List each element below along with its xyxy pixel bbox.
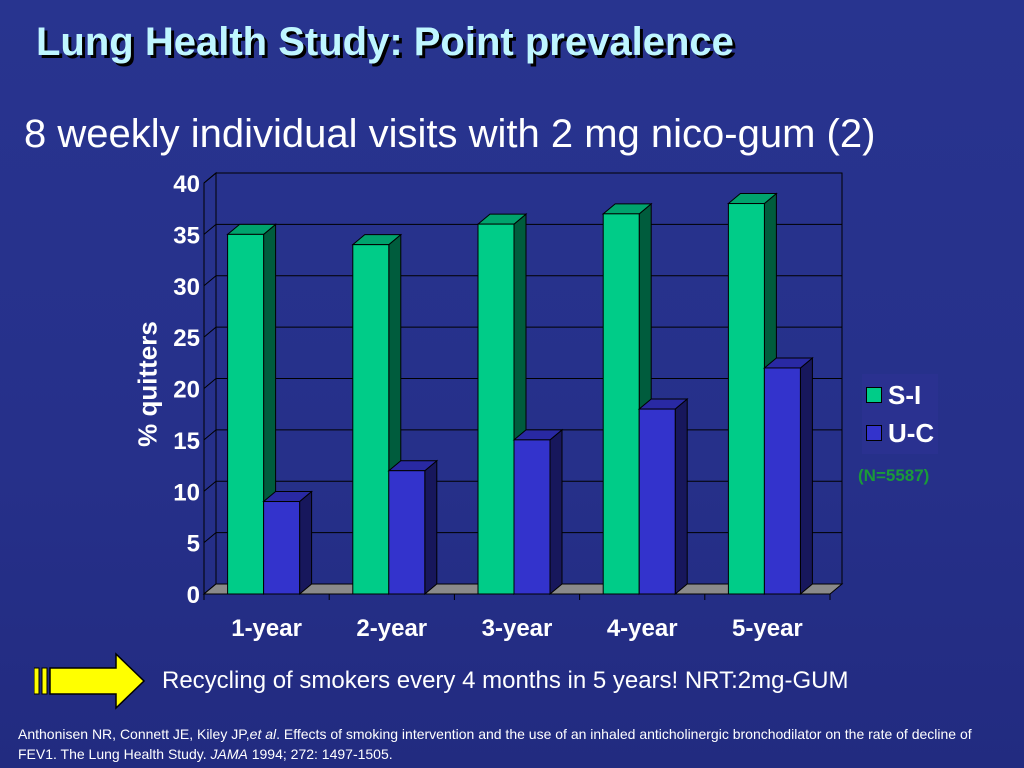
bar-uc-side bbox=[549, 428, 563, 596]
citation-authors: Anthonisen NR, Connett JE, Kiley JP, bbox=[18, 726, 250, 742]
bar-uc-side bbox=[424, 459, 438, 596]
citation-journal: JAMA bbox=[210, 746, 248, 762]
bar-uc bbox=[513, 439, 551, 595]
bar-si bbox=[477, 223, 515, 595]
y-tick-label: 5 bbox=[187, 531, 200, 558]
y-axis-label: % quitters bbox=[132, 321, 163, 447]
recycling-note: Recycling of smokers every 4 months in 5… bbox=[162, 667, 849, 694]
legend-label-uc: U-C bbox=[888, 417, 935, 448]
citation-text-1: . Effects of smoking intervention and th… bbox=[18, 726, 972, 762]
y-tick-label: 15 bbox=[173, 428, 200, 455]
citation-et-al: et al bbox=[249, 726, 277, 742]
legend-item-uc: U-C bbox=[866, 414, 934, 452]
bar-uc bbox=[388, 470, 426, 595]
x-tick-label: 1-year bbox=[231, 615, 302, 642]
citation-text-2: 1994; 272: 1497-1505. bbox=[247, 746, 393, 762]
bar-uc-side bbox=[299, 490, 313, 596]
arrow-right-icon bbox=[34, 652, 146, 710]
y-tick-label: 40 bbox=[173, 171, 200, 198]
x-tick-label: 4-year bbox=[607, 615, 678, 642]
x-tick-label: 3-year bbox=[482, 615, 553, 642]
y-tick-label: 25 bbox=[173, 325, 200, 352]
legend-item-si: S-I bbox=[866, 376, 934, 414]
chart-legend: S-I U-C bbox=[862, 374, 939, 454]
x-tick-label: 5-year bbox=[732, 615, 803, 642]
bar-uc bbox=[638, 408, 676, 595]
legend-swatch-si bbox=[866, 387, 882, 403]
y-tick-label: 30 bbox=[173, 274, 200, 301]
slide-title: Lung Health Study: Point prevalence bbox=[36, 20, 734, 64]
y-tick-label: 35 bbox=[173, 222, 200, 249]
bar-uc bbox=[263, 501, 301, 595]
citation: Anthonisen NR, Connett JE, Kiley JP,et a… bbox=[18, 724, 1008, 764]
x-tick-label: 2-year bbox=[356, 615, 427, 642]
y-tick-label: 10 bbox=[173, 479, 200, 506]
sample-size-note: (N=5587) bbox=[858, 466, 930, 485]
y-tick-label: 0 bbox=[187, 582, 200, 609]
bar-si bbox=[602, 213, 640, 595]
bar-uc-side bbox=[674, 397, 688, 596]
legend-label-si: S-I bbox=[888, 379, 922, 410]
gridline bbox=[203, 172, 842, 184]
bar-uc bbox=[763, 367, 801, 595]
y-tick-label: 20 bbox=[173, 377, 200, 404]
bar-si bbox=[727, 203, 765, 595]
bar-si bbox=[352, 244, 390, 595]
legend-swatch-uc bbox=[866, 425, 882, 441]
bar-si bbox=[227, 233, 265, 595]
slide-subtitle: 8 weekly individual visits with 2 mg nic… bbox=[24, 112, 876, 156]
bar-uc-side bbox=[799, 356, 813, 596]
